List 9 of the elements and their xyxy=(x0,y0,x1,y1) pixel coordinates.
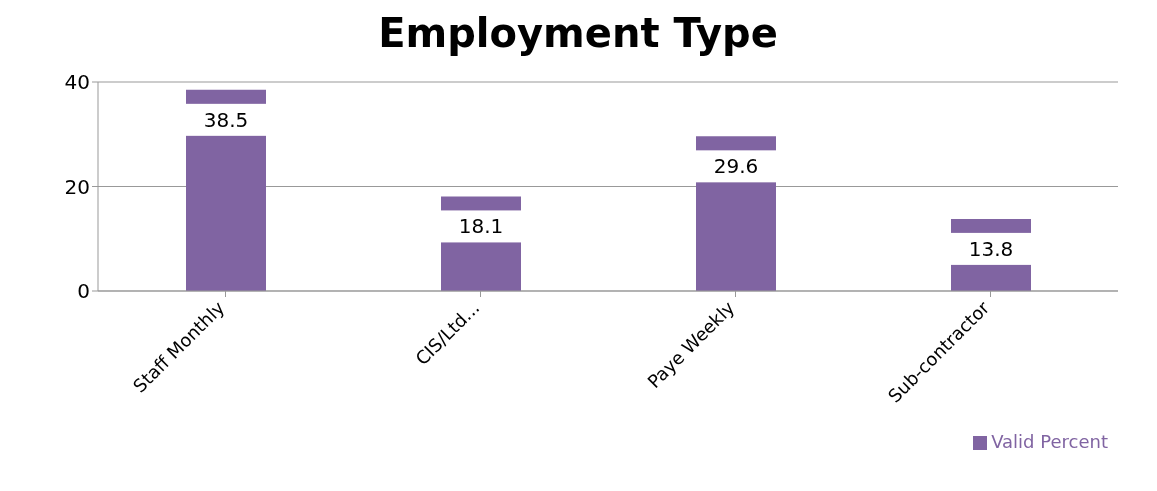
chart-title: Employment Type xyxy=(377,10,779,56)
data-label: 38.5 xyxy=(203,107,249,132)
legend-label: Valid Percent xyxy=(991,431,1108,452)
y-tick-label: 20 xyxy=(64,174,90,199)
data-label: 29.6 xyxy=(713,154,759,179)
data-label: 18.1 xyxy=(458,214,504,239)
data-label: 13.8 xyxy=(968,236,1014,261)
y-tick-label: 40 xyxy=(64,70,90,95)
y-tick-label: 0 xyxy=(77,279,90,304)
